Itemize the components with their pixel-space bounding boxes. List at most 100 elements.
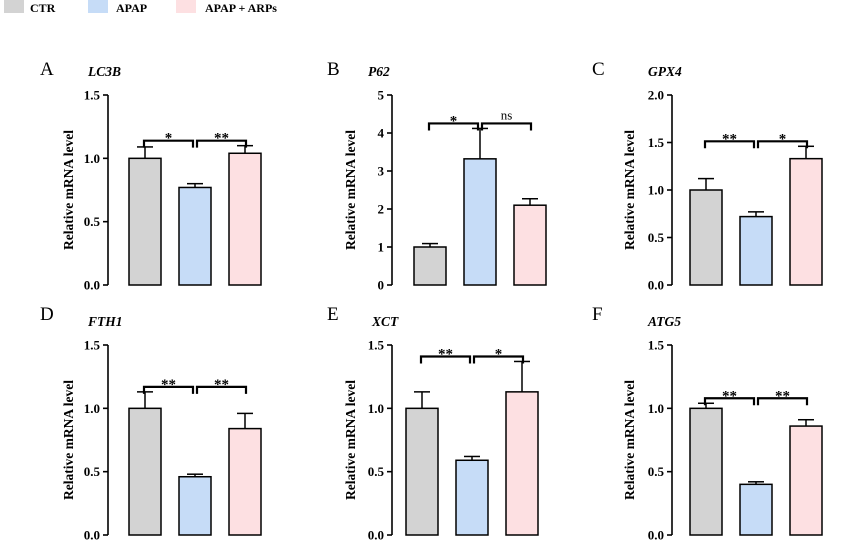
bar-ctr	[128, 157, 162, 286]
bar-apap	[455, 459, 489, 536]
bar-apap-arps	[228, 427, 262, 536]
legend-label: APAP + ARPs	[205, 1, 277, 15]
gene-title: GPX4	[648, 64, 682, 79]
significance-bracket	[142, 139, 195, 148]
y-tick-label: 0.0	[368, 528, 384, 541]
bar-apap	[739, 483, 773, 536]
y-tick-label: 0.5	[648, 230, 665, 245]
chart-panel-d: D FTH1 Relative mRNA level 0.0 0.5 1.0 1.5 ** **	[40, 304, 262, 541]
panel-letter: E	[327, 304, 339, 325]
y-tick-label: 0.5	[84, 464, 101, 479]
y-tick-label: 1.0	[84, 151, 100, 166]
y-tick-label: 2.0	[648, 88, 664, 103]
y-tick-label: 0	[378, 278, 385, 293]
legend-label: CTR	[30, 1, 56, 15]
gene-title: P62	[368, 64, 390, 79]
y-tick-label: 1.5	[84, 88, 101, 103]
y-tick-label: 1.0	[648, 183, 664, 198]
gene-title: FTH1	[87, 314, 123, 329]
y-tick-label: 0.0	[648, 528, 664, 541]
y-tick-label: 4	[378, 126, 385, 141]
y-tick-label: 0.0	[84, 278, 100, 293]
bar-ctr	[689, 407, 723, 536]
panel-letter: B	[327, 59, 340, 80]
legend-label: APAP	[116, 1, 147, 15]
significance-label: *	[450, 113, 458, 129]
bar-apap	[739, 215, 773, 286]
y-tick-label: 1.5	[648, 135, 665, 150]
significance-label: **	[722, 388, 737, 404]
panel-letter: A	[40, 59, 54, 80]
y-tick-label: 3	[378, 164, 385, 179]
bar-ctr	[128, 407, 162, 536]
y-axis-label: Relative mRNA level	[61, 130, 76, 250]
bar-ctr	[413, 246, 447, 286]
y-tick-label: 0.5	[648, 464, 665, 479]
significance-label: **	[161, 377, 176, 393]
chart-panel-f: F ATG5 Relative mRNA level 0.0 0.5 1.0 1.5 ** **	[592, 304, 823, 541]
significance-bracket	[480, 122, 533, 131]
gene-title: XCT	[371, 314, 399, 329]
y-tick-label: 1.5	[84, 338, 101, 353]
y-tick-label: 1	[378, 240, 385, 255]
y-axis-label: Relative mRNA level	[622, 380, 637, 500]
y-axis-label: Relative mRNA level	[61, 380, 76, 500]
legend-swatch	[4, 0, 24, 13]
y-tick-label: 0.5	[84, 214, 101, 229]
significance-bracket	[195, 385, 248, 394]
significance-bracket	[472, 355, 525, 364]
legend-swatch	[88, 0, 108, 13]
significance-bracket	[142, 385, 195, 394]
bar-apap-arps	[228, 152, 262, 286]
y-axis-label: Relative mRNA level	[343, 130, 358, 250]
legend-swatch	[176, 0, 196, 13]
bar-apap	[178, 186, 212, 286]
y-tick-label: 2	[378, 202, 385, 217]
gene-title: LC3B	[87, 64, 121, 79]
y-tick-label: 0.0	[648, 278, 664, 293]
y-tick-label: 1.5	[648, 338, 665, 353]
significance-bracket	[703, 397, 756, 406]
bar-apap-arps	[789, 425, 823, 536]
significance-bracket	[756, 140, 809, 149]
significance-bracket	[419, 355, 472, 364]
panel-letter: D	[40, 304, 54, 325]
bar-apap	[178, 475, 212, 536]
y-tick-label: 1.5	[368, 338, 385, 353]
chart-panel-b: B P62 Relative mRNA level 0 1 2 3 4 5 * ns	[327, 59, 547, 293]
significance-bracket	[703, 140, 756, 149]
bar-ctr	[405, 407, 439, 536]
significance-label: **	[775, 388, 790, 404]
significance-bracket	[195, 139, 248, 148]
significance-label: ns	[501, 107, 513, 122]
significance-label: **	[722, 131, 737, 147]
y-tick-label: 0.0	[84, 528, 100, 541]
significance-bracket	[756, 397, 809, 406]
bar-apap-arps	[789, 157, 823, 286]
significance-bracket	[427, 122, 480, 131]
chart-panel-c: C GPX4 Relative mRNA level 0.0 0.5 1.0 1.5 2.0 *…	[592, 59, 823, 293]
bar-apap-arps	[513, 204, 547, 286]
significance-label: **	[214, 131, 229, 147]
y-tick-label: 1.0	[368, 401, 384, 416]
significance-label: *	[165, 131, 173, 147]
bar-apap-arps	[505, 391, 539, 536]
bar-apap	[463, 158, 497, 286]
y-axis-label: Relative mRNA level	[343, 380, 358, 500]
significance-label: *	[779, 131, 787, 147]
bar-ctr	[689, 189, 723, 286]
y-axis-label: Relative mRNA level	[622, 130, 637, 250]
gene-title: ATG5	[647, 314, 681, 329]
panel-letter: C	[592, 59, 605, 80]
y-tick-label: 5	[378, 88, 385, 103]
panel-letter: F	[592, 304, 603, 325]
y-tick-label: 0.5	[368, 464, 385, 479]
significance-label: **	[214, 377, 229, 393]
legend: CTR APAP APAP + ARPs	[4, 0, 277, 15]
y-tick-label: 1.0	[84, 401, 100, 416]
y-tick-label: 1.0	[648, 401, 664, 416]
